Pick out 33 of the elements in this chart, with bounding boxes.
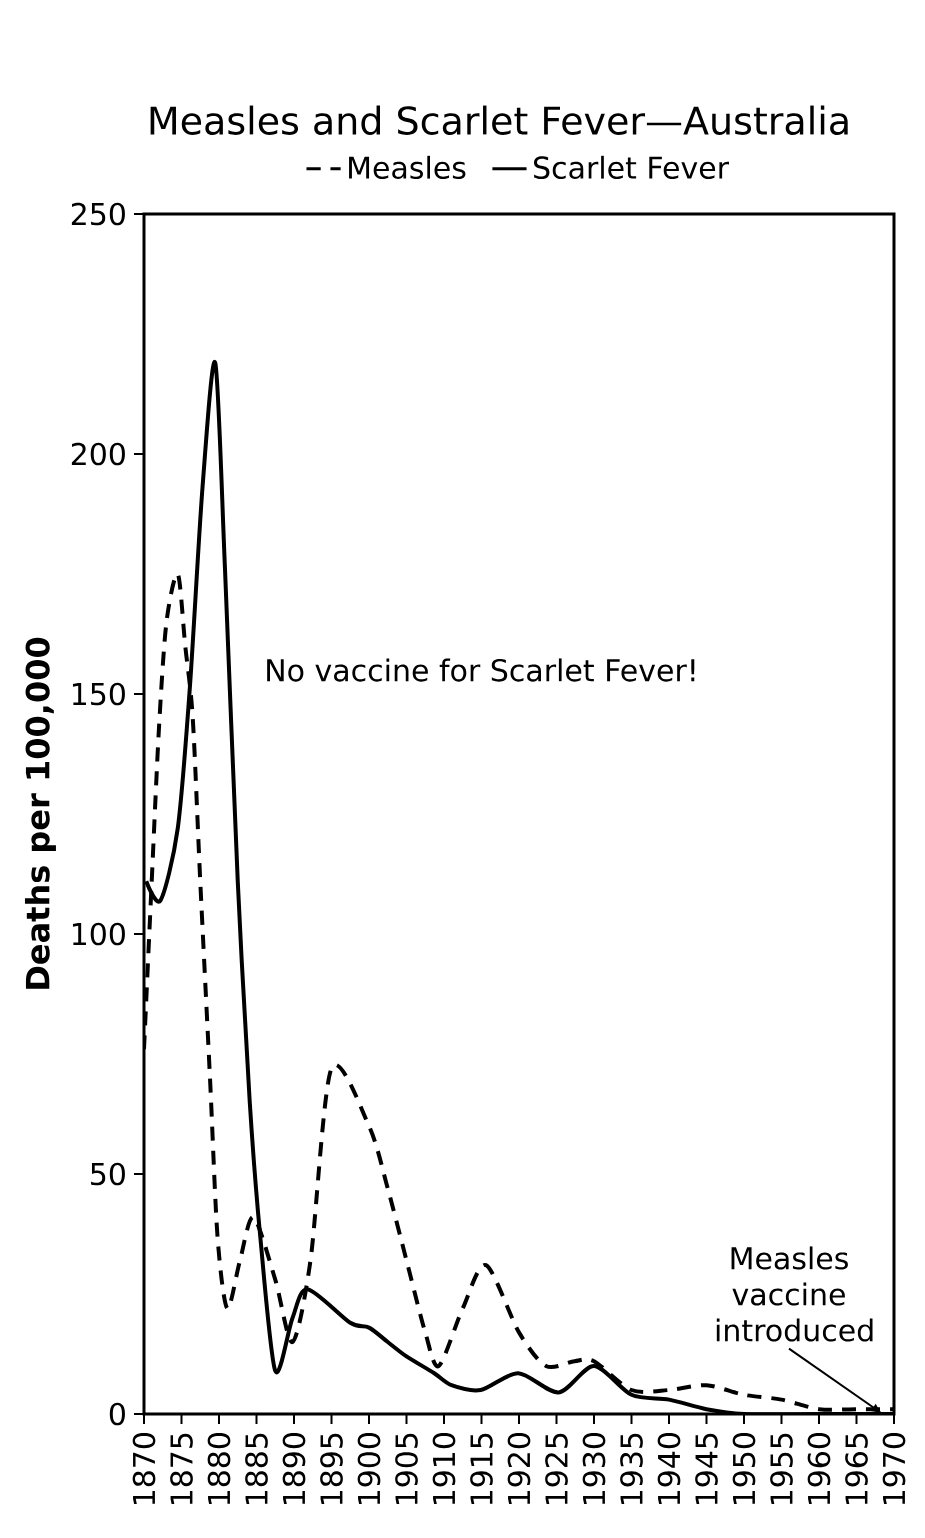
x-tick-label: 1925 [545,1433,568,1505]
x-tick-label: 1910 [432,1433,456,1505]
x-tick-label: 1920 [507,1433,531,1505]
y-tick-label: 0 [109,1402,125,1426]
annotation: Measles vaccine introduced [716,1246,873,1342]
x-tick-label: 1930 [582,1433,606,1505]
x-tick-label: 1945 [695,1433,718,1505]
x-tick-label: 1970 [882,1433,906,1505]
x-tick-label: 1915 [470,1433,493,1505]
x-tick-label: 1955 [770,1433,793,1505]
annotation: No vaccine for Scarlet Fever! [267,658,695,682]
chart-title: Measles and Scarlet Fever—Australia [150,105,848,135]
x-tick-label: 1885 [245,1433,268,1505]
y-tick-label: 100 [72,922,125,946]
y-axis-title: Deaths per 100,000 [24,637,56,989]
legend-label: Scarlet Fever [534,155,730,180]
x-tick-label: 1965 [845,1433,868,1505]
y-tick-label: 250 [71,202,125,226]
x-tick-label: 1950 [732,1433,756,1505]
y-tick-label: 150 [72,682,125,706]
x-tick-label: 1870 [132,1433,156,1505]
legend-label: Measles [349,155,466,180]
x-tick-label: 1935 [620,1433,643,1505]
x-tick-label: 1875 [170,1433,193,1505]
x-tick-label: 1890 [282,1433,306,1505]
x-tick-label: 1960 [807,1433,831,1505]
y-tick-label: 50 [91,1162,125,1186]
x-tick-label: 1880 [207,1433,231,1505]
x-tick-label: 1900 [357,1433,381,1505]
x-tick-label: 1940 [657,1433,681,1505]
x-tick-label: 1895 [320,1433,343,1505]
x-tick-label: 1905 [395,1433,418,1505]
y-tick-label: 200 [71,442,125,466]
